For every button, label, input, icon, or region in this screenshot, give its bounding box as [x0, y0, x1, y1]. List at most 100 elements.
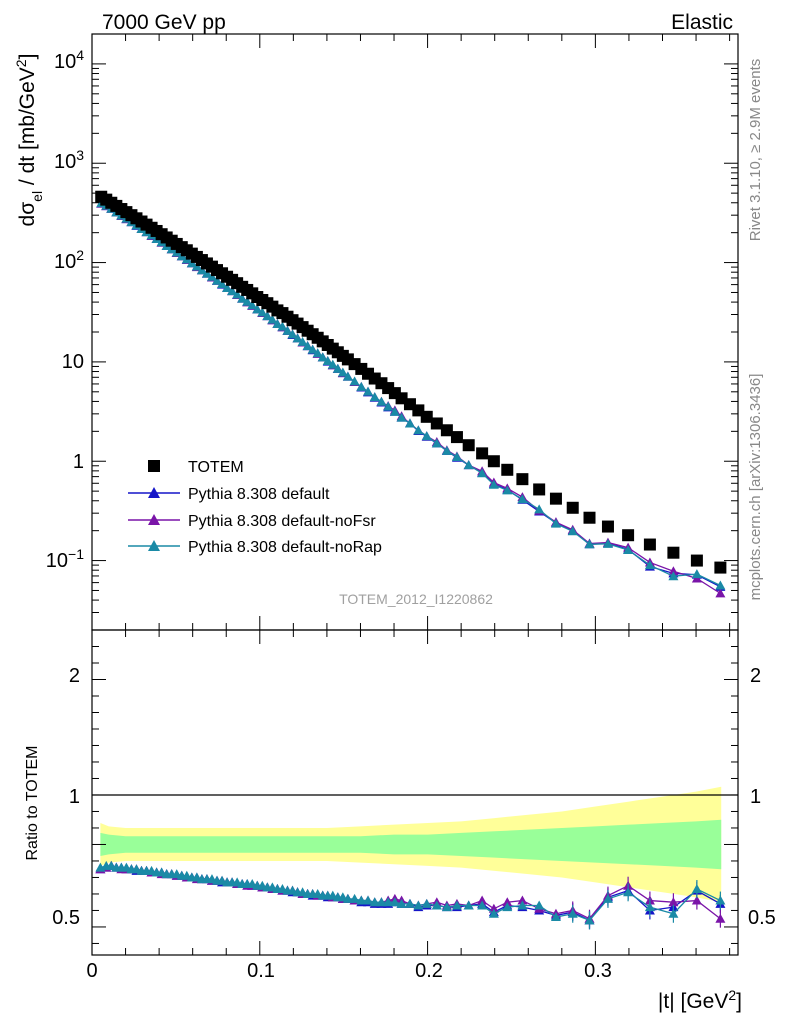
main-point-noFsr [668, 566, 679, 576]
y-tick-label-10000: 104 [54, 47, 84, 73]
y-tick-label-1000: 103 [54, 147, 84, 173]
main-point-noRap [297, 336, 308, 346]
ratio-point-noFsr [715, 913, 726, 923]
ratio-point-noRap [623, 887, 634, 897]
main-point-noRap [396, 412, 407, 422]
x-tick-label-0.3: 0.3 [584, 960, 612, 982]
totem-point [430, 417, 443, 430]
main-point-noRap [322, 355, 333, 365]
ratio-y-tick-2-right: 2 [750, 665, 761, 687]
ratio-point-noRap [383, 897, 394, 907]
main-point-noFsr [715, 588, 726, 598]
ratio-point-noRap [342, 893, 353, 903]
main-point-noRap [488, 479, 499, 489]
totem-point [583, 511, 596, 524]
ratio-panel-marks [95, 860, 726, 930]
main-point-noRap [242, 296, 253, 306]
main-point-noRap [196, 265, 207, 275]
totem-point [601, 520, 614, 533]
main-point-noRap [332, 363, 343, 373]
main-point-noRap [252, 304, 263, 314]
totem-point [420, 410, 433, 423]
band-inner [100, 819, 722, 870]
ratio-point-noFsr [517, 895, 528, 905]
main-point-noRap [363, 386, 374, 396]
ratio-point-noRap [644, 902, 655, 912]
main-point-noRap [312, 348, 323, 358]
ratio-point-noFsr [477, 895, 488, 905]
ratio-point-noRap [356, 895, 367, 905]
main-point-noRap [337, 367, 348, 377]
ratio-y-axis-label: Ratio to TOTEM [24, 746, 41, 861]
analysis-watermark: TOTEM_2012_I1220862 [339, 591, 493, 607]
main-point-noRap [237, 293, 248, 303]
x-tick-label-0.1: 0.1 [247, 960, 275, 982]
ratio-point-noRap [441, 902, 452, 912]
main-point-noRap [282, 325, 293, 335]
ratio-point-noRap [488, 908, 499, 918]
totem-point [501, 463, 514, 476]
legend-label-default: Pythia 8.308 default [188, 486, 330, 503]
ratio-y-tick-0.5: 0.5 [52, 907, 80, 929]
totem-point [622, 529, 635, 542]
main-point-noRap [317, 352, 328, 362]
x-tick-label-0: 0 [86, 960, 97, 982]
main-point-noRap [421, 431, 432, 441]
main-point-noRap [691, 569, 702, 579]
y-tick-label-100: 102 [54, 247, 84, 273]
ratio-point-noRap [369, 897, 380, 907]
totem-point [549, 492, 562, 505]
main-point-noRap [292, 333, 303, 343]
ratio-point-noRap [602, 893, 613, 903]
main-point-noRap [477, 468, 488, 478]
main-point-noRap [212, 275, 223, 285]
ratio-point-noRap [451, 900, 462, 910]
ratio-uncertainty-band [100, 786, 722, 903]
y-tick-label-0.1: 10−1 [46, 546, 84, 572]
ratio-point-noRap [668, 908, 679, 918]
main-point-noRap [668, 571, 679, 581]
legend-marker-norap [148, 540, 160, 551]
main-point-noRap [227, 286, 238, 296]
legend-label-nofsr: Pythia 8.308 default-noFsr [188, 513, 376, 530]
observable-label: Elastic [671, 11, 733, 34]
totem-point [643, 538, 656, 551]
ratio-point-noRap [517, 900, 528, 910]
ratio-point-noFsr [668, 897, 679, 907]
legend-marker-nofsr [148, 514, 160, 525]
main-point-noRap [247, 300, 258, 310]
main-point-noRap [389, 406, 400, 416]
totem-point [667, 546, 680, 559]
main-point-noRap [232, 289, 243, 299]
main-point-noRap [257, 307, 268, 317]
ratio-point-noRap [413, 900, 424, 910]
x-axis-label: |t| [GeV2] [658, 987, 742, 1013]
ratio-point-noRap [567, 908, 578, 918]
main-point-noRap [383, 401, 394, 411]
ratio-point-noRap [421, 898, 432, 908]
x-tick-label-0.2: 0.2 [415, 960, 443, 982]
ratio-point-noRap [431, 900, 442, 910]
ratio-point-noRap [715, 895, 726, 905]
ratio-y-tick-2: 2 [69, 665, 80, 687]
main-point-noRap [287, 329, 298, 339]
ratio-point-noRap [363, 895, 374, 905]
ratio-point-noRap [584, 915, 595, 925]
rivet-version-label: Rivet 3.1.10, ≥ 2.9M events [747, 59, 764, 242]
main-point-noRap [222, 283, 233, 293]
main-y-axis-label: dσel / dt [mb/GeV2] [13, 54, 45, 227]
main-point-noRap [356, 381, 367, 391]
y-tick-label-1: 1 [73, 451, 84, 473]
legend-label-totem: TOTEM [188, 459, 244, 476]
ratio-y-tick-1-right: 1 [750, 786, 761, 808]
totem-point [450, 431, 463, 444]
main-panel-marks [95, 190, 727, 598]
ratio-point-noRap [349, 893, 360, 903]
main-point-noRap [206, 271, 217, 281]
totem-point [487, 455, 500, 468]
main-point-noRap [623, 544, 634, 554]
y-tick-label-10: 10 [62, 351, 84, 373]
ratio-point-noRap [463, 900, 474, 910]
main-point-noRap [567, 526, 578, 536]
